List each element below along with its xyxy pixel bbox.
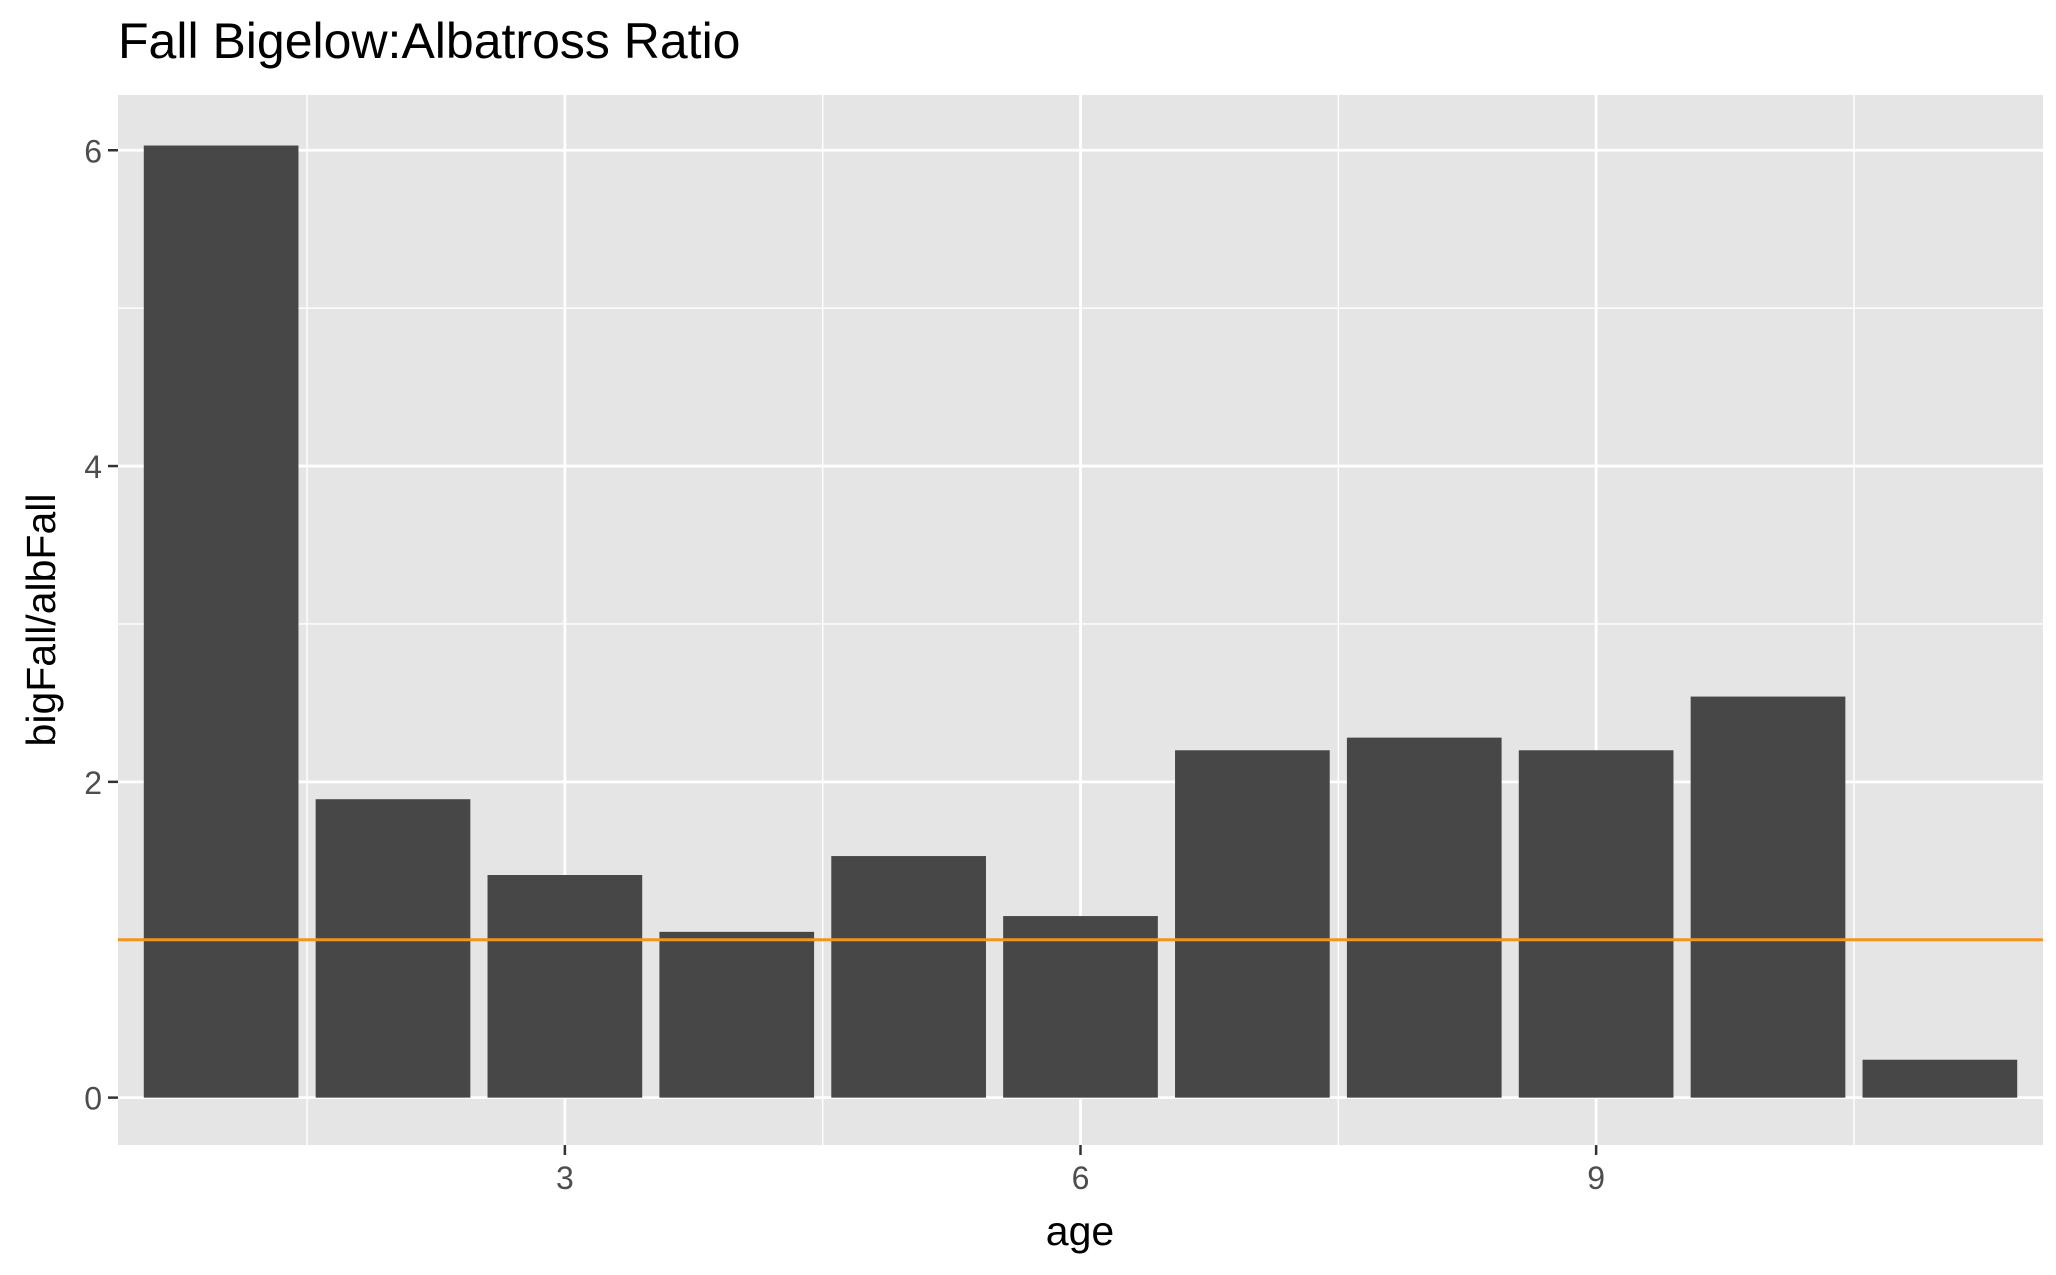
x-tick-label: 3 <box>556 1160 574 1196</box>
bar <box>1346 737 1502 1098</box>
y-axis-label: bigFall/albFall <box>18 494 64 747</box>
x-axis-label: age <box>1046 1208 1114 1254</box>
bar <box>1175 750 1330 1098</box>
bar <box>1690 696 1846 1098</box>
chart-title: Fall Bigelow:Albatross Ratio <box>118 13 741 69</box>
bar <box>1003 916 1158 1098</box>
y-tick-label: 0 <box>84 1081 102 1117</box>
bar <box>831 856 986 1098</box>
bar <box>487 875 643 1098</box>
x-axis: 3 6 9 <box>556 1145 1605 1196</box>
y-axis: 0 2 4 6 <box>84 133 118 1117</box>
bar <box>1862 1059 2018 1098</box>
y-tick-label: 6 <box>84 133 102 169</box>
bars <box>143 145 2018 1098</box>
y-tick-label: 4 <box>84 449 102 485</box>
bar <box>659 931 815 1098</box>
bar <box>1518 750 1674 1098</box>
bar <box>143 145 299 1098</box>
x-tick-label: 6 <box>1072 1160 1090 1196</box>
y-tick-label: 2 <box>84 765 102 801</box>
x-tick-label: 9 <box>1587 1160 1605 1196</box>
bar <box>315 799 471 1098</box>
